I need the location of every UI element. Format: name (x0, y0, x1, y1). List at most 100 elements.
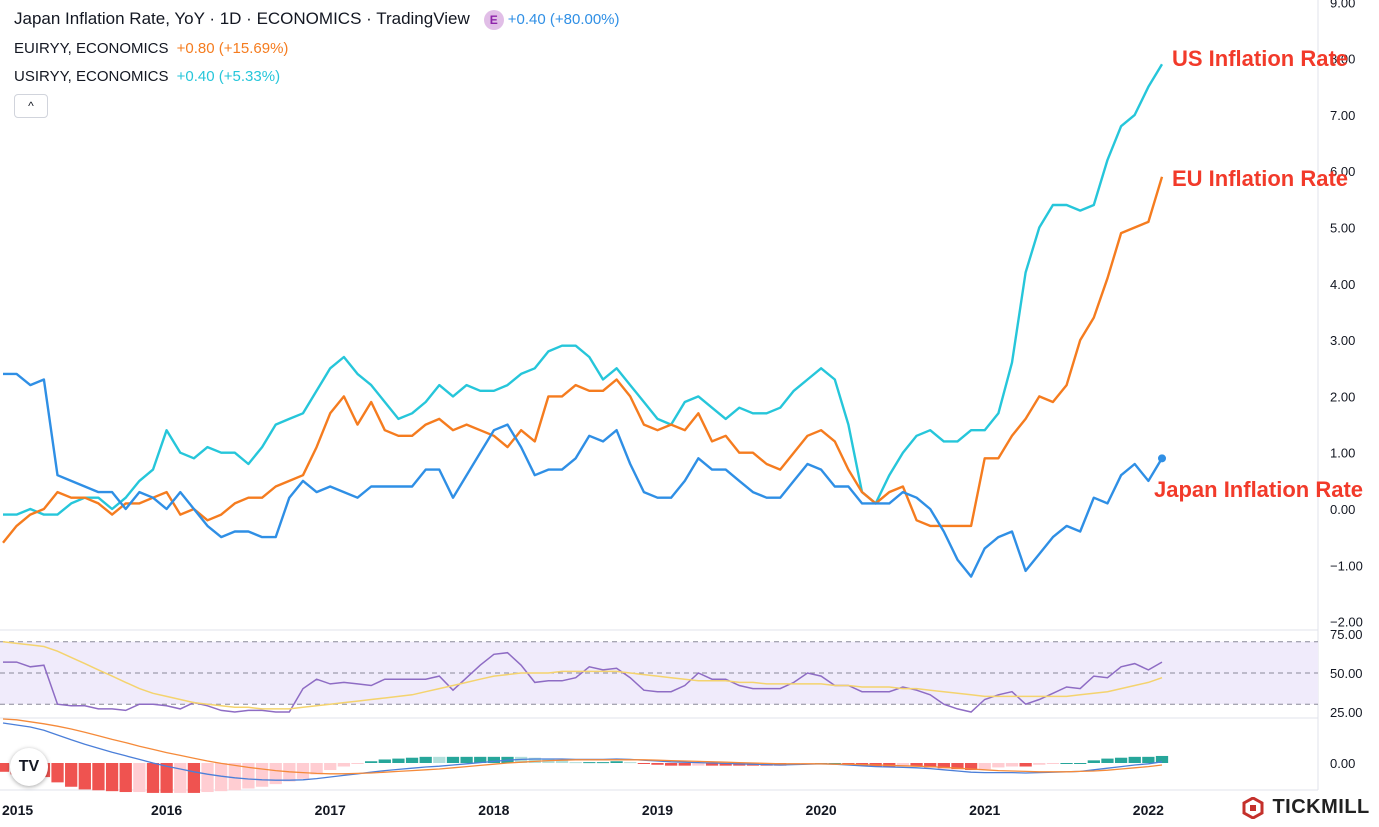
macd-histogram-bar (405, 757, 419, 763)
macd-histogram-bar (719, 763, 732, 766)
legend-main: Japan Inflation Rate, YoY · 1D · ECONOMI… (14, 9, 624, 30)
annotation-us: US Inflation Rate (1172, 46, 1349, 71)
y-tick-label: 3.00 (1330, 333, 1355, 348)
macd-histogram-bar (569, 762, 582, 764)
macd-histogram-bar (433, 756, 446, 763)
x-tick-label: 2016 (151, 802, 182, 818)
macd-histogram-bar (474, 756, 487, 763)
legend-main-title: Japan Inflation Rate, YoY · 1D · ECONOMI… (14, 9, 470, 28)
macd-histogram-bar (1005, 763, 1019, 767)
y-tick-label: 9.00 (1330, 0, 1355, 10)
macd-histogram-bar (201, 763, 214, 793)
macd-histogram-bar (337, 763, 351, 767)
collapse-legend-button[interactable]: ^ (14, 94, 48, 118)
macd-histogram-bar (65, 763, 78, 787)
x-tick-label: 2019 (642, 802, 673, 818)
macd-histogram-bar (678, 763, 691, 766)
macd-histogram-bar (528, 757, 541, 763)
macd-histogram-bar (992, 763, 1005, 768)
macd-histogram-bar (978, 763, 991, 770)
macd-histogram-bar (692, 763, 705, 766)
macd-histogram-bar (951, 763, 964, 770)
macd-histogram-bar (0, 763, 10, 772)
tickmill-logo: TICKMILL (1242, 796, 1370, 824)
annotation-eu: EU Inflation Rate (1172, 166, 1349, 191)
annotation-japan: Japan Inflation Rate (1154, 477, 1364, 502)
macd-signal-line (2, 718, 1163, 775)
legend-eu-name: EUIRYY, ECONOMICS (14, 40, 169, 57)
macd-histogram-bar (596, 762, 610, 764)
legend-eu[interactable]: EUIRYY, ECONOMICS +0.80 (+15.69%) (14, 40, 292, 57)
macd-histogram-bar (1060, 763, 1073, 764)
macd-histogram-bar (215, 763, 228, 792)
macd-histogram-bar (964, 763, 978, 771)
japan-inflation-line (3, 372, 1164, 578)
macd-histogram-bar (583, 762, 596, 764)
macd-histogram-bar (555, 760, 569, 763)
macd-histogram-bar (296, 763, 310, 779)
macd-histogram-bar (119, 763, 132, 793)
macd-histogram-bar (51, 763, 64, 783)
legend-main-change: +0.40 (+80.00%) (507, 11, 620, 28)
macd-histogram-bar (664, 763, 678, 766)
macd-histogram-bar (146, 763, 160, 793)
macd-histogram-bar (365, 761, 378, 763)
macd-histogram-bar (937, 763, 950, 769)
macd-histogram-bar (896, 763, 910, 767)
tickmill-mark-icon (1242, 796, 1264, 819)
x-tick-label: 2022 (1133, 802, 1164, 818)
x-tick-label: 2017 (315, 802, 346, 818)
macd-histogram-bar (1101, 758, 1114, 763)
macd-histogram-bar (1142, 756, 1155, 763)
y-tick-label: 5.00 (1330, 221, 1355, 236)
macd-histogram-bar (187, 763, 201, 793)
macd-histogram-bar (242, 763, 255, 789)
x-tick-label: 2018 (478, 802, 509, 818)
macd-histogram-bar (1033, 763, 1046, 765)
rsi-y-tick-label: 25.00 (1330, 705, 1363, 720)
japan-last-point (1158, 454, 1166, 463)
legend-us[interactable]: USIRYY, ECONOMICS +0.40 (+5.33%) (14, 68, 284, 85)
macd-y-tick-label: 0.00 (1330, 756, 1355, 771)
rsi-y-tick-label: 75.00 (1330, 627, 1363, 642)
macd-histogram-bar (255, 763, 269, 787)
eu-inflation-line (2, 176, 1164, 544)
macd-histogram-bar (1046, 763, 1060, 764)
macd-histogram-bar (460, 756, 473, 763)
macd-histogram-bar (828, 763, 841, 764)
macd-histogram-bar (637, 763, 650, 764)
macd-histogram-bar (705, 763, 719, 766)
macd-histogram-bar (487, 756, 501, 763)
macd-histogram-bar (446, 756, 460, 763)
y-tick-label: 1.00 (1330, 446, 1355, 461)
macd-histogram-bar (1114, 757, 1128, 763)
macd-histogram-bar (910, 763, 923, 767)
macd-histogram-bar (1087, 760, 1100, 763)
y-tick-label: −1.00 (1330, 558, 1363, 573)
y-tick-label: 7.00 (1330, 108, 1355, 123)
y-tick-label: 4.00 (1330, 277, 1355, 292)
macd-histogram-bar (133, 763, 146, 793)
macd-histogram-bar (174, 763, 187, 793)
macd-histogram-bar (419, 756, 432, 763)
macd-histogram-bar (1128, 756, 1141, 763)
earnings-badge-icon[interactable]: E (483, 9, 504, 30)
legend-us-change: +0.40 (+5.33%) (176, 68, 281, 85)
macd-histogram-bar (92, 763, 105, 791)
macd-histogram-bar (105, 763, 119, 792)
tradingview-logo[interactable]: TV (10, 748, 48, 786)
chevron-up-icon: ^ (28, 99, 34, 113)
x-tick-label: 2015 (2, 802, 33, 818)
macd-histogram-bar (924, 763, 937, 768)
x-tick-label: 2020 (806, 802, 837, 818)
macd-histogram-bar (1155, 755, 1169, 763)
macd-histogram-bar (610, 761, 623, 763)
legend-eu-change: +0.80 (+15.69%) (176, 40, 289, 57)
y-tick-label: 0.00 (1330, 502, 1355, 517)
y-tick-label: 8.00 (1330, 52, 1355, 67)
macd-histogram-bar (392, 758, 405, 763)
rsi-ma-line (2, 641, 1163, 710)
macd-histogram-bar (228, 763, 241, 791)
macd-histogram-bar (378, 759, 391, 763)
